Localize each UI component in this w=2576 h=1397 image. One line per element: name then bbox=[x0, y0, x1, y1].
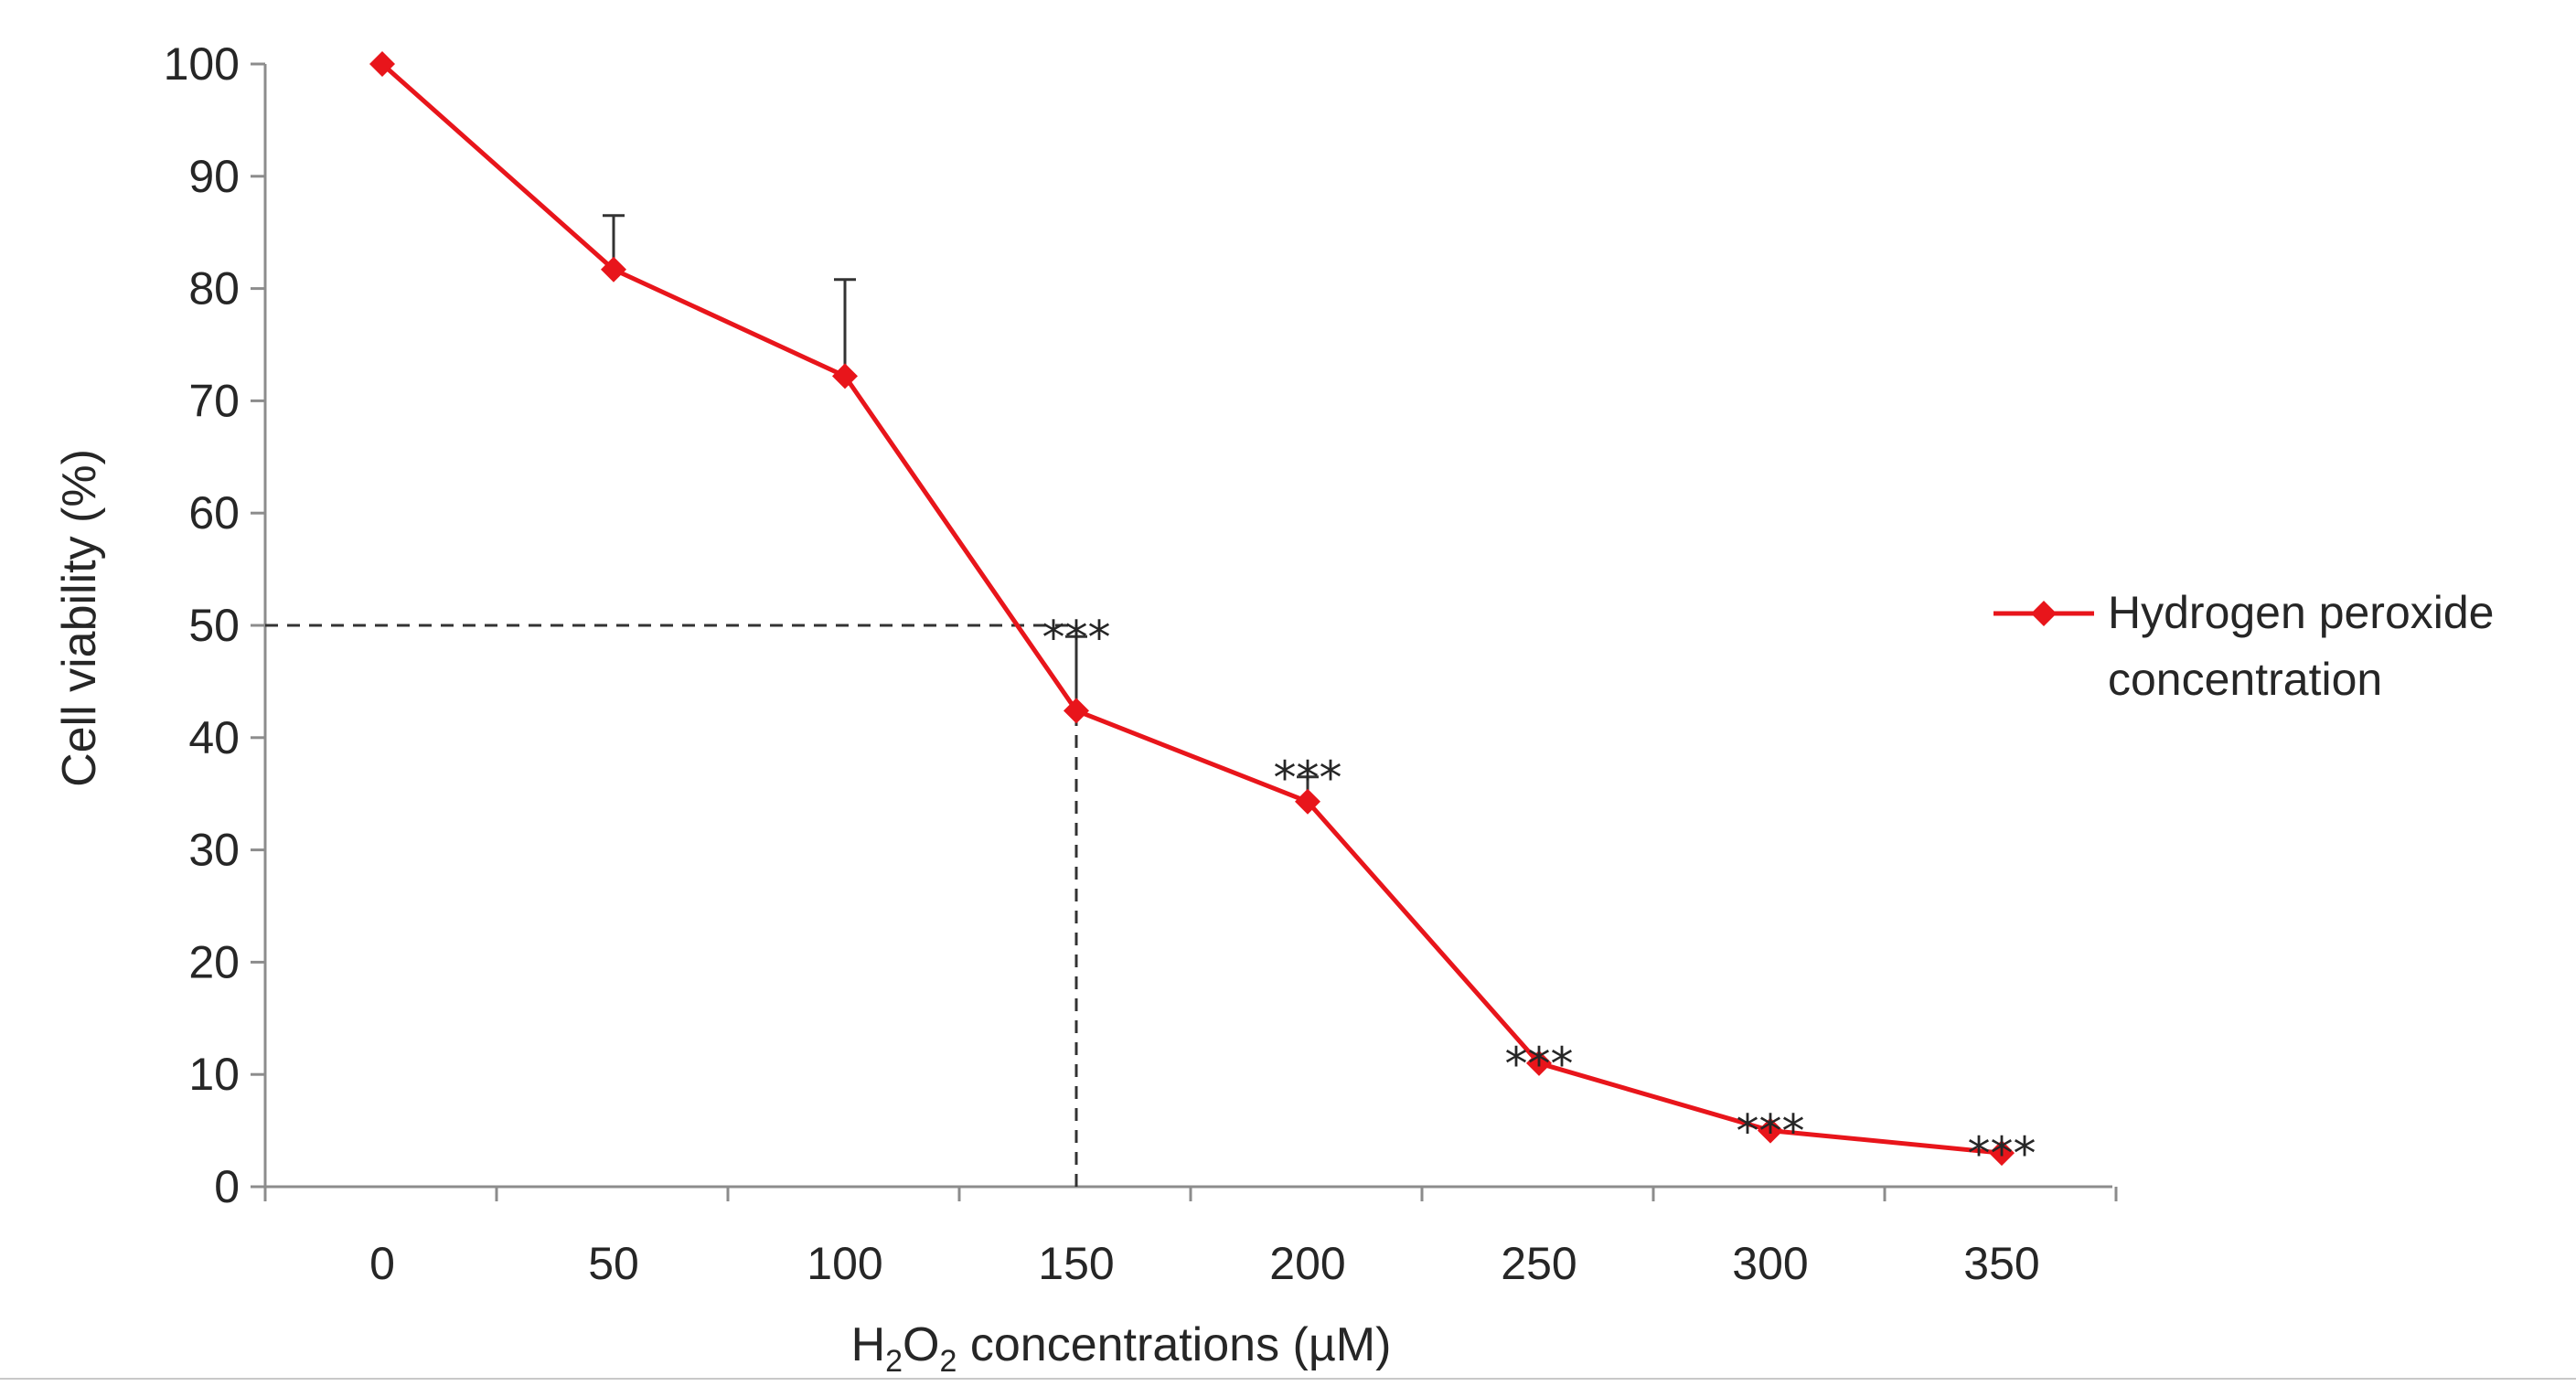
y-tick-label: 70 bbox=[188, 375, 240, 426]
data-point bbox=[1064, 698, 1089, 724]
data-point bbox=[1295, 788, 1320, 815]
data-point bbox=[832, 363, 858, 389]
y-tick-label: 30 bbox=[188, 825, 240, 876]
y-tick-label: 80 bbox=[188, 263, 240, 315]
x-tick-label: 200 bbox=[1269, 1238, 1345, 1289]
x-title-sub-1: 2 bbox=[885, 1344, 903, 1379]
x-tick-label: 250 bbox=[1501, 1238, 1577, 1289]
legend-label-line-2: concentration bbox=[2108, 654, 2382, 705]
x-tick-label: 0 bbox=[369, 1238, 395, 1289]
y-tick-label: 20 bbox=[188, 936, 240, 987]
data-point bbox=[601, 256, 626, 283]
x-tick-label: 50 bbox=[588, 1238, 639, 1289]
significance-labels: *** *** *** *** *** bbox=[1042, 611, 2036, 1180]
data-point bbox=[369, 51, 395, 77]
data-point bbox=[1526, 1050, 1552, 1076]
significance-label: *** bbox=[1042, 611, 1111, 664]
legend-label-line-1: Hydrogen peroxide bbox=[2108, 587, 2495, 638]
y-tick-label: 40 bbox=[188, 712, 240, 763]
significance-label: *** bbox=[1505, 1038, 1574, 1091]
significance-label: *** bbox=[1274, 752, 1342, 805]
y-tick-label: 0 bbox=[214, 1161, 240, 1212]
x-tick-label: 100 bbox=[807, 1238, 882, 1289]
y-tick-label: 10 bbox=[188, 1049, 240, 1100]
x-axis: 0 50 100 150 200 250 300 350 bbox=[263, 1185, 2118, 1289]
data-point bbox=[1989, 1140, 2015, 1167]
x-title-mid: O bbox=[903, 1318, 939, 1371]
series-line bbox=[369, 51, 2015, 1167]
x-tick-label: 350 bbox=[1963, 1238, 2039, 1289]
x-axis-title: H2O2 concentrations (µM) bbox=[851, 1318, 1392, 1379]
y-tick-label: 50 bbox=[188, 600, 240, 651]
y-axis-title: Cell viability (%) bbox=[53, 449, 106, 787]
x-title-sub-2: 2 bbox=[940, 1344, 957, 1379]
data-point bbox=[1758, 1117, 1783, 1144]
significance-label: *** bbox=[1968, 1127, 2036, 1180]
significance-label: *** bbox=[1737, 1105, 1805, 1158]
legend-marker bbox=[2031, 601, 2057, 626]
x-title-suffix: concentrations (µM) bbox=[957, 1318, 1391, 1371]
y-axis: 0 10 20 30 40 50 60 70 80 90 100 bbox=[164, 38, 267, 1212]
reference-lines bbox=[265, 624, 1078, 1187]
x-tick-label: 300 bbox=[1732, 1238, 1808, 1289]
y-tick-label: 60 bbox=[188, 487, 240, 539]
y-tick-label: 90 bbox=[188, 151, 240, 202]
y-tick-label: 100 bbox=[164, 38, 240, 90]
x-title-prefix: H bbox=[851, 1318, 886, 1371]
legend: Hydrogen peroxide concentration bbox=[1993, 587, 2495, 705]
x-tick-label: 150 bbox=[1038, 1238, 1114, 1289]
data-line bbox=[380, 62, 2003, 1156]
error-bars bbox=[603, 214, 1319, 802]
